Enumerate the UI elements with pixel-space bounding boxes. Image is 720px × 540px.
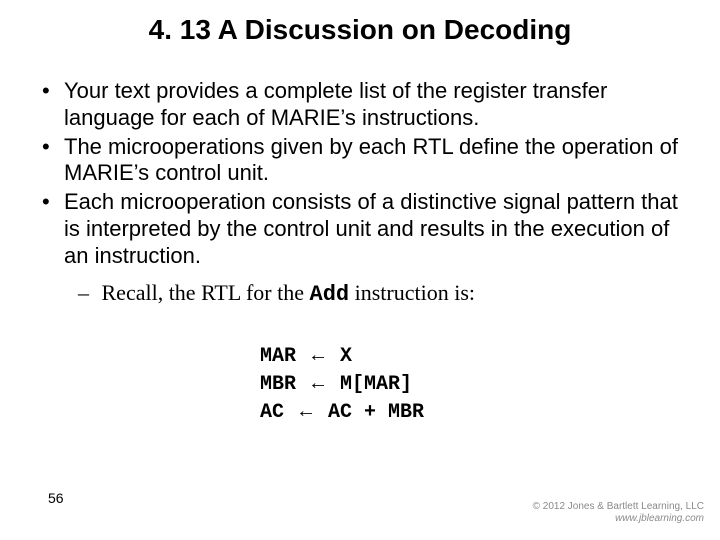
sub-bullet: – Recall, the RTL for the Add instructio… [78, 280, 682, 309]
bullet-text: Your text provides a complete list of th… [64, 78, 682, 132]
bullet-item: • Your text provides a complete list of … [42, 78, 682, 132]
rtl-line-2-left: MBR [260, 373, 308, 396]
page-number: 56 [48, 490, 64, 506]
rtl-line-1-left: MAR [260, 345, 308, 368]
sub-prefix: Recall, the RTL for the [102, 280, 310, 305]
bullet-dot-icon: • [42, 134, 64, 188]
bullet-dot-icon: • [42, 78, 64, 132]
copyright-line-2: www.jblearning.com [533, 513, 704, 525]
rtl-line-3-right: AC + MBR [316, 401, 424, 424]
slide-body: • Your text provides a complete list of … [42, 78, 682, 309]
rtl-line-3-left: AC [260, 401, 296, 424]
slide-title: 4. 13 A Discussion on Decoding [0, 14, 720, 46]
left-arrow-icon: ← [308, 344, 328, 366]
bullet-item: • The microoperations given by each RTL … [42, 134, 682, 188]
bullet-dot-icon: • [42, 189, 64, 269]
rtl-code-block: MAR ← X MBR ← M[MAR] AC ← AC + MBR [260, 342, 424, 426]
sub-suffix: instruction is: [349, 280, 475, 305]
copyright-block: © 2012 Jones & Bartlett Learning, LLC ww… [533, 501, 704, 524]
sub-code: Add [310, 282, 350, 307]
copyright-line-1: © 2012 Jones & Bartlett Learning, LLC [533, 501, 704, 513]
left-arrow-icon: ← [296, 400, 316, 422]
left-arrow-icon: ← [308, 372, 328, 394]
bullet-text: Each microoperation consists of a distin… [64, 189, 682, 269]
bullet-text: The microoperations given by each RTL de… [64, 134, 682, 188]
rtl-line-2-right: M[MAR] [328, 373, 412, 396]
dash-icon: – [78, 280, 96, 307]
rtl-line-1-right: X [328, 345, 352, 368]
slide: 4. 13 A Discussion on Decoding • Your te… [0, 0, 720, 540]
bullet-item: • Each microoperation consists of a dist… [42, 189, 682, 269]
